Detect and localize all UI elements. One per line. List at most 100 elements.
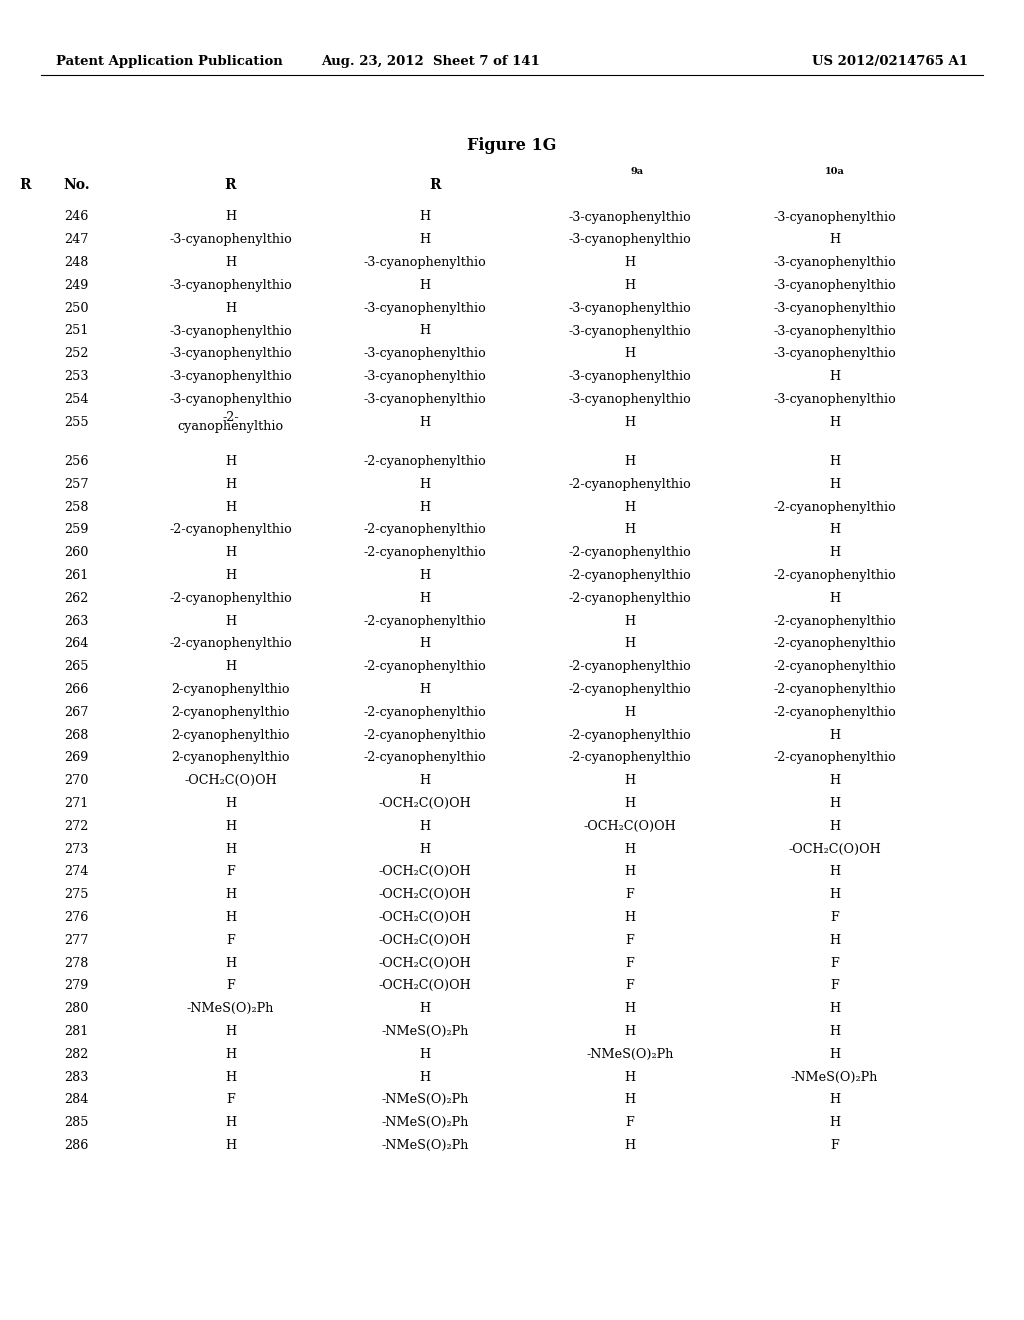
Text: H: H	[225, 1048, 236, 1061]
Text: H: H	[829, 774, 840, 787]
Text: H: H	[625, 256, 635, 269]
Text: 282: 282	[65, 1048, 89, 1061]
Text: 265: 265	[65, 660, 89, 673]
Text: F: F	[226, 933, 234, 946]
Text: H: H	[225, 1071, 236, 1084]
Text: H: H	[225, 1117, 236, 1129]
Text: H: H	[625, 1071, 635, 1084]
Text: 10a: 10a	[825, 168, 845, 176]
Text: -3-cyanophenylthio: -3-cyanophenylthio	[773, 393, 896, 405]
Text: -3-cyanophenylthio: -3-cyanophenylthio	[364, 347, 486, 360]
Text: H: H	[625, 1139, 635, 1152]
Text: H: H	[625, 500, 635, 513]
Text: H: H	[225, 546, 236, 560]
Text: F: F	[626, 957, 634, 969]
Text: H: H	[420, 682, 430, 696]
Text: 285: 285	[65, 1117, 89, 1129]
Text: -3-cyanophenylthio: -3-cyanophenylthio	[169, 347, 292, 360]
Text: -NMeS(O)₂Ph: -NMeS(O)₂Ph	[381, 1093, 469, 1106]
Text: H: H	[420, 500, 430, 513]
Text: F: F	[830, 979, 839, 993]
Text: H: H	[829, 1093, 840, 1106]
Text: R: R	[224, 178, 236, 191]
Text: 2-cyanophenylthio: 2-cyanophenylthio	[171, 682, 290, 696]
Text: -NMeS(O)₂Ph: -NMeS(O)₂Ph	[586, 1048, 674, 1061]
Text: 281: 281	[65, 1024, 89, 1038]
Text: -2-cyanophenylthio: -2-cyanophenylthio	[773, 660, 896, 673]
Text: -2-cyanophenylthio: -2-cyanophenylthio	[364, 729, 486, 742]
Text: 273: 273	[65, 842, 89, 855]
Text: 260: 260	[65, 546, 89, 560]
Text: 286: 286	[65, 1139, 89, 1152]
Text: H: H	[420, 416, 430, 429]
Text: -3-cyanophenylthio: -3-cyanophenylthio	[773, 256, 896, 269]
Text: -NMeS(O)₂Ph: -NMeS(O)₂Ph	[791, 1071, 879, 1084]
Text: H: H	[625, 866, 635, 878]
Text: H: H	[420, 1048, 430, 1061]
Text: -2-cyanophenylthio: -2-cyanophenylthio	[568, 591, 691, 605]
Text: H: H	[625, 706, 635, 718]
Text: -3-cyanophenylthio: -3-cyanophenylthio	[169, 370, 292, 383]
Text: 249: 249	[65, 279, 89, 292]
Text: -2-cyanophenylthio: -2-cyanophenylthio	[773, 500, 896, 513]
Text: -3-cyanophenylthio: -3-cyanophenylthio	[169, 393, 292, 405]
Text: H: H	[829, 1117, 840, 1129]
Text: H: H	[625, 416, 635, 429]
Text: -2-cyanophenylthio: -2-cyanophenylthio	[364, 615, 486, 627]
Text: -2-cyanophenylthio: -2-cyanophenylthio	[568, 660, 691, 673]
Text: -OCH₂C(O)OH: -OCH₂C(O)OH	[788, 842, 881, 855]
Text: H: H	[829, 591, 840, 605]
Text: 256: 256	[65, 455, 89, 467]
Text: H: H	[625, 1024, 635, 1038]
Text: H: H	[829, 478, 840, 491]
Text: H: H	[225, 957, 236, 969]
Text: H: H	[829, 416, 840, 429]
Text: -OCH₂C(O)OH: -OCH₂C(O)OH	[379, 979, 471, 993]
Text: 253: 253	[65, 370, 89, 383]
Text: -2-cyanophenylthio: -2-cyanophenylthio	[568, 751, 691, 764]
Text: US 2012/0214765 A1: US 2012/0214765 A1	[812, 55, 968, 69]
Text: -OCH₂C(O)OH: -OCH₂C(O)OH	[379, 957, 471, 969]
Text: R: R	[19, 178, 31, 191]
Text: -3-cyanophenylthio: -3-cyanophenylthio	[364, 256, 486, 269]
Text: -3-cyanophenylthio: -3-cyanophenylthio	[773, 302, 896, 314]
Text: H: H	[225, 797, 236, 810]
Text: H: H	[829, 866, 840, 878]
Text: -3-cyanophenylthio: -3-cyanophenylthio	[364, 393, 486, 405]
Text: F: F	[626, 933, 634, 946]
Text: H: H	[625, 1093, 635, 1106]
Text: H: H	[829, 370, 840, 383]
Text: H: H	[625, 842, 635, 855]
Text: -2-cyanophenylthio: -2-cyanophenylthio	[773, 706, 896, 718]
Text: -2-cyanophenylthio: -2-cyanophenylthio	[364, 546, 486, 560]
Text: H: H	[420, 638, 430, 651]
Text: -2-cyanophenylthio: -2-cyanophenylthio	[364, 751, 486, 764]
Text: F: F	[830, 957, 839, 969]
Text: -2-cyanophenylthio: -2-cyanophenylthio	[364, 523, 486, 536]
Text: 250: 250	[65, 302, 89, 314]
Text: -NMeS(O)₂Ph: -NMeS(O)₂Ph	[381, 1117, 469, 1129]
Text: H: H	[829, 820, 840, 833]
Text: H: H	[420, 1002, 430, 1015]
Text: 247: 247	[65, 234, 89, 247]
Text: H: H	[225, 1139, 236, 1152]
Text: 271: 271	[65, 797, 89, 810]
Text: 9a: 9a	[631, 168, 643, 176]
Text: H: H	[625, 911, 635, 924]
Text: -2-cyanophenylthio: -2-cyanophenylthio	[568, 729, 691, 742]
Text: H: H	[625, 279, 635, 292]
Text: 264: 264	[65, 638, 89, 651]
Text: 262: 262	[65, 591, 89, 605]
Text: 258: 258	[65, 500, 89, 513]
Text: -2-cyanophenylthio: -2-cyanophenylthio	[773, 615, 896, 627]
Text: 2-cyanophenylthio: 2-cyanophenylthio	[171, 729, 290, 742]
Text: -OCH₂C(O)OH: -OCH₂C(O)OH	[379, 911, 471, 924]
Text: Figure 1G: Figure 1G	[467, 136, 557, 153]
Text: H: H	[225, 1024, 236, 1038]
Text: H: H	[829, 888, 840, 902]
Text: R: R	[429, 178, 440, 191]
Text: H: H	[625, 455, 635, 467]
Text: -OCH₂C(O)OH: -OCH₂C(O)OH	[584, 820, 676, 833]
Text: cyanophenylthio: cyanophenylthio	[177, 421, 284, 433]
Text: H: H	[225, 302, 236, 314]
